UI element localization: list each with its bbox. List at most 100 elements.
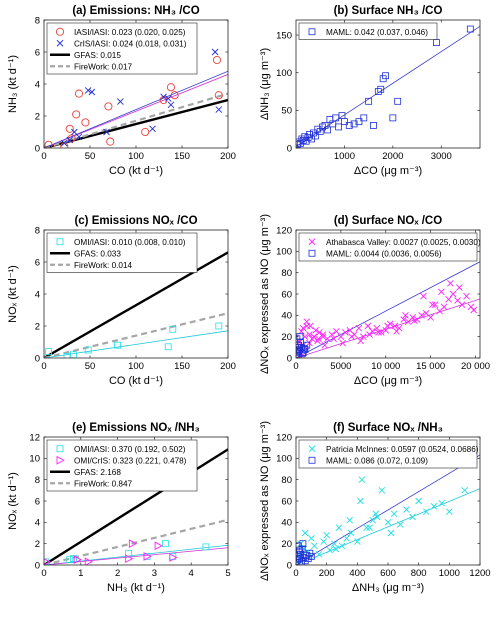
plot-area (44, 48, 228, 148)
panel-c: (c) Emissions NOₓ /CO 0 50 100 150 200 0 2 4 6 8 CO… (7, 215, 236, 387)
y-tick-label: 60 (281, 289, 292, 300)
y-tick-label: 0 (35, 353, 40, 364)
data-point (409, 314, 417, 321)
legend-label: OMI/IASI: 0.370 (0.192, 0.502) (74, 445, 186, 454)
data-point (433, 39, 440, 46)
axes-frame (43, 436, 229, 566)
data-point (215, 322, 223, 330)
y-axis-label: ΔNOₓ expressed as NO (μg m⁻³) (259, 421, 271, 581)
series-1 (45, 322, 223, 358)
data-point (447, 280, 454, 287)
legend-label: MAML: 0.042 (0.037, 0.046) (326, 28, 428, 37)
data-point (311, 542, 318, 550)
data-point (321, 122, 329, 129)
data-point (84, 557, 93, 565)
data-point (164, 95, 172, 102)
x-tick-label: 15 000 (416, 361, 445, 372)
fit-line-1 (296, 488, 480, 565)
panel-title: (d) Surface NOₓ /CO (334, 215, 442, 227)
data-point (70, 555, 77, 562)
data-point (323, 531, 330, 539)
axes-frame (295, 19, 481, 149)
x-tick-label: 0 (41, 568, 46, 579)
x-tick-label: 10 000 (371, 361, 400, 372)
data-point (333, 328, 340, 335)
panel-b: (b) Surface NH₃ /CO 1000 2000 3000 0 50 100 150… (259, 5, 481, 177)
legend-label: MAML: 0.0044 (0.0036, 0.0056) (326, 249, 442, 258)
series-2 (296, 333, 311, 358)
plot-area (296, 261, 480, 358)
y-tick-label: 0 (287, 353, 292, 364)
data-point (72, 110, 81, 119)
data-point (384, 322, 391, 330)
y-tick-label: 8 (35, 475, 40, 486)
x-tick-label: 3 (152, 568, 157, 579)
data-point (74, 89, 84, 98)
data-point (357, 497, 364, 505)
y-tick-label: 80 (281, 475, 292, 486)
data-point (296, 333, 304, 341)
legend-marker (56, 445, 64, 453)
legend: Athabasca Valley: 0.0027 (0.0025, 0.0030… (298, 232, 481, 262)
data-point (66, 556, 74, 564)
x-tick-label: 800 (411, 568, 427, 579)
data-point (332, 114, 340, 122)
x-tick-label: 50 (85, 361, 96, 372)
data-point (316, 128, 324, 135)
data-point (440, 303, 448, 311)
y-tick-label: 8 (35, 225, 40, 236)
data-point (141, 127, 150, 137)
data-point (160, 93, 167, 101)
data-point (307, 553, 315, 560)
data-point (400, 316, 408, 323)
panel-title: (c) Emissions NOₓ /CO (74, 215, 197, 227)
y-tick-label: 2 (35, 539, 40, 550)
plot-area (296, 454, 480, 565)
data-point (390, 510, 398, 518)
data-point (84, 87, 92, 94)
legend-label: OMI/CrIS: 0.323 (0.221, 0.478) (74, 456, 187, 465)
legend-marker (56, 455, 65, 465)
data-point (66, 136, 74, 144)
data-point (316, 329, 323, 336)
series-1 (296, 476, 468, 563)
y-tick-label: 6 (35, 496, 40, 507)
legend: IASI/IASI: 0.023 (0.020, 0.025) CrIS/IASI… (46, 22, 198, 75)
data-point (438, 499, 445, 507)
data-point (355, 118, 363, 126)
legend-label: Athabasca Valley: 0.0027 (0.0025, 0.0030… (326, 238, 481, 247)
legend-marker (308, 238, 316, 246)
data-point (319, 331, 327, 338)
y-tick-label: 8 (35, 15, 40, 26)
reference-line-1 (44, 98, 228, 148)
data-point (355, 324, 363, 332)
x-tick-label: 400 (349, 568, 365, 579)
x-tick-label: 1 (78, 568, 83, 579)
x-tick-label: 20 000 (461, 361, 490, 372)
series-1 (296, 25, 474, 148)
y-tick-label: 100 (276, 247, 292, 258)
axes-frame (43, 229, 229, 359)
data-point (149, 125, 156, 133)
data-point (438, 288, 445, 296)
data-point (463, 292, 470, 300)
y-tick-label: 0 (287, 143, 292, 154)
y-tick-label: 20 (281, 332, 292, 343)
legend: OMI/IASI: 0.010 (0.008, 0.010) GFAS: 0.03… (46, 232, 198, 273)
legend-marker (308, 249, 316, 257)
y-tick-label: 6 (35, 257, 40, 268)
legend-box (298, 439, 478, 469)
data-point (104, 102, 113, 111)
axes-frame (295, 229, 481, 359)
data-point (214, 91, 223, 100)
y-tick-label: 20 (281, 539, 292, 550)
x-tick-label: 1200 (469, 568, 490, 579)
x-tick-label: 1000 (439, 568, 460, 579)
data-point (169, 325, 177, 333)
data-point (359, 333, 367, 340)
data-point (391, 322, 399, 330)
legend-label: IASI/IASI: 0.023 (0.020, 0.025) (74, 28, 186, 37)
data-point (377, 329, 385, 336)
plot-area (44, 448, 228, 565)
